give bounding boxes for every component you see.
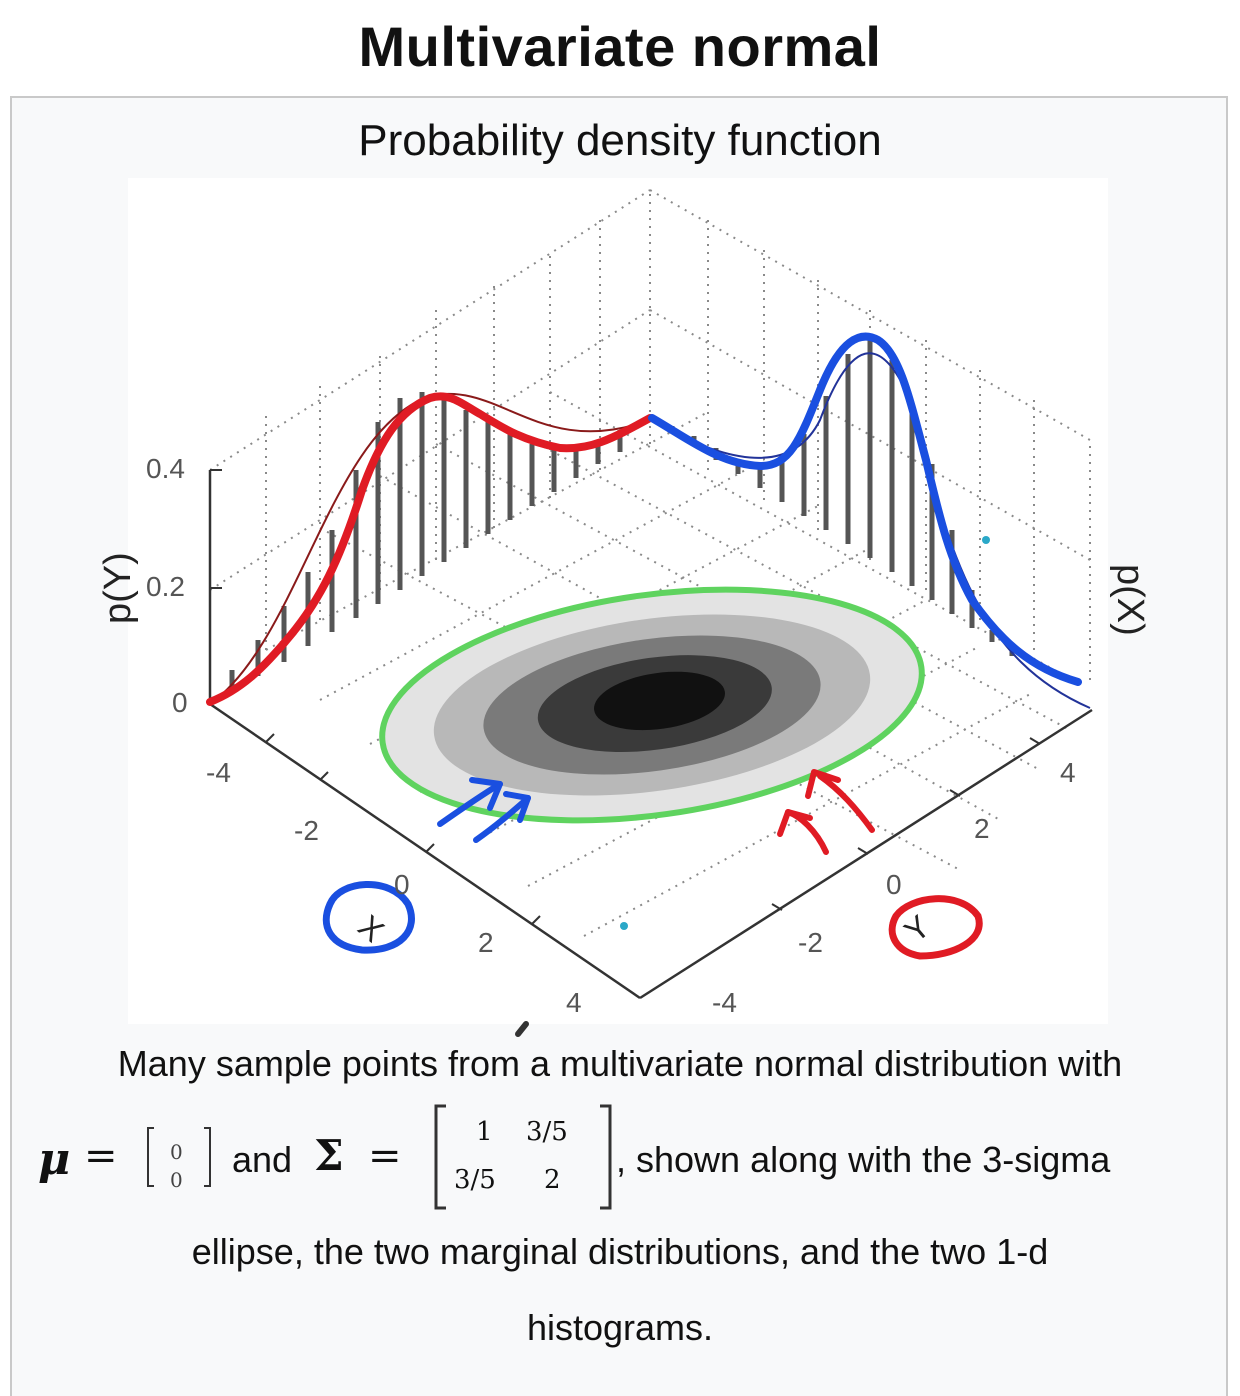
z-tick-label: 0.4 [146, 453, 185, 484]
mu-value: 0 [170, 1168, 183, 1192]
figure-title: Probability density function [358, 116, 882, 165]
x-tick-label: -2 [294, 815, 319, 846]
y-tick-label: -2 [798, 927, 823, 958]
and-word: and [232, 1139, 293, 1180]
x-tick-label: -4 [206, 757, 231, 788]
right-axis-label: p(X) [1109, 564, 1151, 636]
blue-circle-annotation [322, 881, 415, 954]
three-sigma-ellipse [379, 586, 925, 824]
z-axis-label: p(Y) [97, 552, 139, 624]
x-tick-label: 2 [478, 927, 494, 958]
z-tick-label: 0.2 [146, 571, 185, 602]
histogram-x [669, 336, 1015, 656]
blue-arrow-annotations [437, 777, 531, 843]
mu-vector-brackets [147, 1127, 211, 1187]
caption-line-4: histograms. [526, 1307, 714, 1348]
y-tick-label: 0 [886, 869, 902, 900]
page-title: Multivariate normal [358, 15, 882, 78]
sigma-value: 3/5 [526, 1117, 568, 1147]
y-axis-label: Y [897, 908, 936, 949]
y-tick-label: 2 [974, 813, 990, 844]
sigma-matrix-brackets [434, 1104, 612, 1210]
sigma-value: 2 [544, 1165, 561, 1195]
red-arrow-annotations [777, 769, 875, 855]
sigma-symbol: Σ [314, 1131, 344, 1180]
x-tick-label: 4 [566, 987, 582, 1018]
red-circle-annotation [888, 895, 983, 960]
blue-annotation-curve [648, 332, 1082, 686]
mu-value: 0 [170, 1140, 183, 1164]
y-tick-label: -4 [712, 987, 737, 1018]
cyan-dot [982, 536, 990, 544]
sigma-value: 1 [476, 1117, 493, 1147]
equals-sign: = [84, 1133, 118, 1179]
sample-points [382, 589, 922, 821]
equals-sign: = [368, 1133, 402, 1179]
pen-mark [515, 1021, 529, 1037]
tick-marks [210, 469, 1041, 925]
x-axis-label: X [352, 908, 391, 949]
z-tick-label: 0 [172, 687, 188, 718]
sigma-value: 3/5 [454, 1165, 496, 1195]
x-tick-label: 0 [394, 869, 410, 900]
red-annotation-curve [206, 392, 654, 706]
caption-line-3: ellipse, the two marginal distributions,… [191, 1231, 1049, 1272]
caption-line-1: Many sample points from a multivariate n… [117, 1043, 1123, 1084]
y-tick-label: 4 [1060, 757, 1076, 788]
caption-line-2-tail: , shown along with the 3-sigma [616, 1139, 1111, 1180]
cyan-dot [620, 922, 628, 930]
mu-symbol: μ [38, 1134, 71, 1185]
